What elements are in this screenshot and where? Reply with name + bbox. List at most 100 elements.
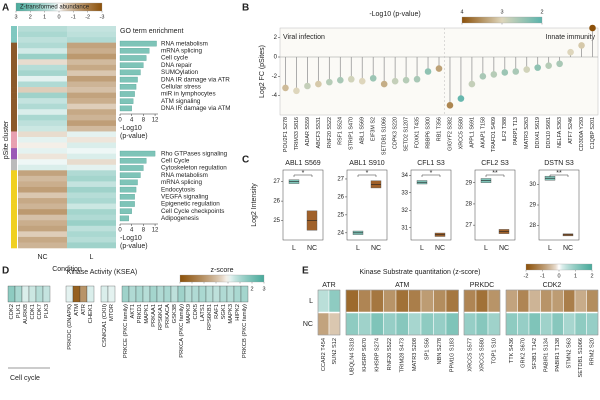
x-tick-label: APPL1 S691	[469, 117, 475, 148]
x-axis-label: -Log10	[120, 125, 142, 132]
substrate-label: PABIR1 T138	[555, 338, 561, 372]
kinase-label: AURKB	[23, 304, 29, 324]
plot-frame	[346, 169, 388, 241]
x-axis-label: (p-value)	[120, 133, 148, 140]
kinase-label: MAPK3	[228, 304, 234, 324]
colorbar-tick-label: 2	[29, 14, 32, 20]
x-tick-label: ILF2 T388	[502, 117, 508, 141]
cluster-strip	[11, 26, 17, 32]
x-tick-label: SETDB1 S1066	[382, 117, 388, 155]
panel-label: B	[242, 3, 249, 14]
bar	[119, 69, 141, 76]
substrate-label: SETDB1 S1066	[578, 338, 584, 378]
heatmap-cell	[18, 153, 67, 160]
group-label: ATM	[395, 282, 409, 289]
y-tick-label: 31	[401, 225, 408, 231]
subplot-title: ABL1 S910	[349, 160, 385, 167]
heatmap-cell	[18, 209, 67, 215]
cluster-strip	[11, 214, 17, 221]
y-tick-label: 27	[273, 179, 280, 185]
x-tick-label: ATF7 S246	[568, 117, 574, 144]
heatmap-cell	[142, 285, 151, 303]
substrate-label: MATR3 S208	[412, 338, 418, 371]
group-frame	[345, 289, 459, 336]
cluster-strip	[11, 242, 17, 249]
dot	[534, 64, 541, 71]
heatmap-cell	[18, 220, 67, 227]
heatmap-cell	[18, 175, 67, 182]
heatmap-cell	[67, 220, 116, 227]
heatmap-cell	[67, 87, 116, 93]
heatmap-cell	[18, 120, 67, 127]
x-tick-label: C1QBP S201	[590, 117, 596, 149]
cluster-strip	[11, 220, 17, 227]
panel-label: C	[242, 155, 249, 166]
heatmap-cell	[14, 285, 23, 303]
heatmap-cell	[18, 75, 67, 82]
heatmap-cell	[100, 285, 109, 303]
heatmap-cell	[107, 285, 116, 303]
colorbar-title: Z-transformed abundance	[20, 5, 90, 11]
cluster-strip	[11, 31, 17, 38]
subplot-title: CFL2 S3	[481, 160, 509, 167]
bar-label: DNA IR damage via ATM	[161, 105, 231, 112]
dot	[479, 73, 487, 80]
bar-label: miR in lymphocytes	[161, 91, 216, 98]
bar-label: Cell Cycle	[161, 157, 190, 164]
heatmap-cell	[7, 285, 16, 303]
heatmap-cell	[18, 59, 67, 66]
substrate-label: TRIM28 S473	[400, 338, 406, 373]
cluster-strip	[11, 75, 17, 82]
y-tick-label: 25	[337, 212, 344, 218]
y-tick-label: 30	[529, 182, 536, 188]
cluster-strip	[11, 170, 17, 177]
heatmap-cell	[233, 285, 242, 303]
dot	[567, 48, 574, 56]
colorbar-tick-label: 2	[590, 273, 593, 279]
column-label: NC	[37, 254, 47, 261]
bar	[119, 215, 129, 222]
heatmap-cell	[28, 285, 37, 303]
cluster-strip	[11, 53, 17, 60]
bar-label: Cellular stress	[161, 83, 201, 90]
heatmap-cell	[505, 289, 518, 313]
x-tick-label: FOXK1 T435	[414, 117, 420, 148]
heatmap-cell	[18, 125, 67, 132]
bar-label: mRNA splicing	[161, 47, 202, 54]
dot	[304, 82, 311, 90]
x-tick-label: L	[420, 245, 424, 252]
heatmap-cell	[18, 203, 67, 210]
heatmap-cell	[72, 285, 81, 303]
cluster-strip	[11, 37, 17, 43]
x-axis-label: Condition	[52, 266, 82, 273]
heatmap-cell	[18, 131, 67, 138]
heatmap-cell	[219, 285, 228, 303]
cluster-strip	[11, 236, 17, 243]
panel-label: D	[2, 266, 9, 277]
substrate-label: PABIR1 S134	[544, 338, 550, 372]
chart-title: Kinase Substrate quantitation (z-score)	[359, 269, 480, 276]
kinase-label: MAPK1	[144, 304, 150, 324]
heatmap-cell	[67, 137, 116, 143]
heatmap-cell	[240, 285, 249, 303]
heatmap-cell	[18, 164, 67, 171]
kinase-label: PRKCA (PKC family)	[179, 304, 185, 358]
kinase-label: ATR	[81, 304, 87, 315]
heatmap-cell	[475, 312, 489, 336]
x-tick-label: 8	[142, 228, 146, 234]
heatmap-cell	[67, 164, 116, 171]
heatmap-cell	[18, 214, 67, 221]
x-tick-label: AKAP1 T158	[480, 117, 486, 148]
heatmap-cell	[67, 92, 116, 99]
heatmap-cell	[21, 285, 30, 303]
cluster-strip	[11, 231, 17, 238]
x-tick-label: RSF1 S524	[338, 117, 344, 145]
heatmap-cell	[487, 312, 501, 336]
heatmap-cell	[574, 289, 587, 313]
heatmap-cell	[328, 312, 341, 336]
y-tick-label: 25	[273, 218, 280, 224]
heatmap-cell	[540, 312, 553, 336]
x-tick-label: TRAFD1 S409	[491, 117, 497, 152]
heatmap-cell	[18, 148, 67, 154]
x-tick-label: ABL1 S569	[360, 117, 366, 144]
